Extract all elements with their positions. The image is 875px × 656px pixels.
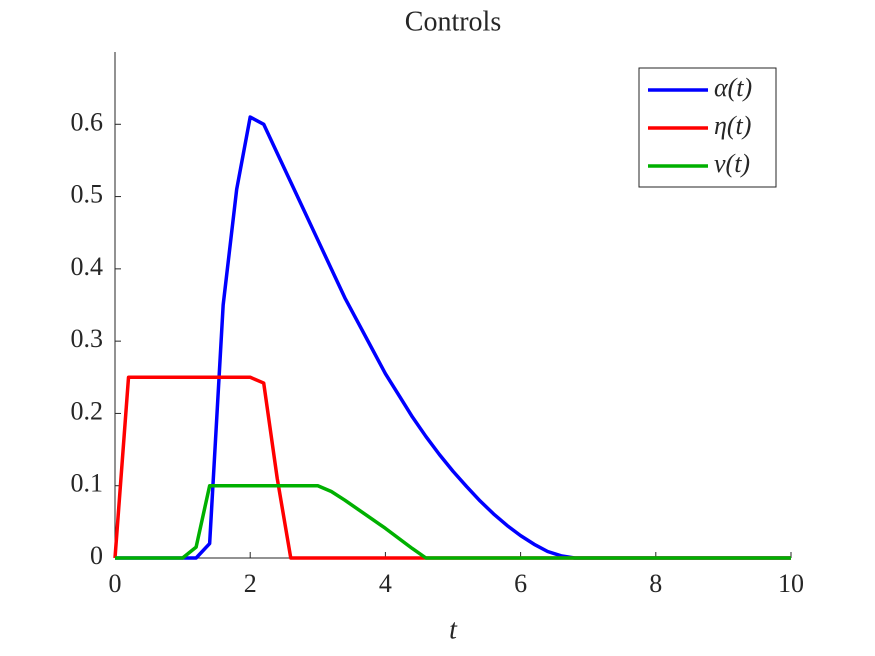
y-tick-label: 0.5: [71, 180, 104, 209]
x-tick-label: 10: [778, 569, 804, 598]
legend-label: α(t): [714, 73, 752, 102]
chart-title: Controls: [405, 6, 501, 37]
x-tick-label: 6: [514, 569, 527, 598]
legend-label: v(t): [714, 149, 750, 178]
y-tick-label: 0.6: [71, 107, 104, 136]
x-tick-label: 8: [649, 569, 662, 598]
legend-label: η(t): [714, 111, 751, 140]
y-tick-label: 0.3: [71, 324, 104, 353]
y-tick-label: 0.1: [71, 469, 104, 498]
y-tick-label: 0: [90, 541, 103, 570]
x-axis-label: t: [449, 614, 458, 645]
series-line: [115, 483, 791, 560]
y-tick-label: 0.4: [71, 252, 104, 281]
series-line: [115, 115, 791, 560]
x-tick-label: 0: [109, 569, 122, 598]
x-tick-label: 4: [379, 569, 392, 598]
x-tick-label: 2: [244, 569, 257, 598]
y-tick-label: 0.2: [71, 396, 104, 425]
